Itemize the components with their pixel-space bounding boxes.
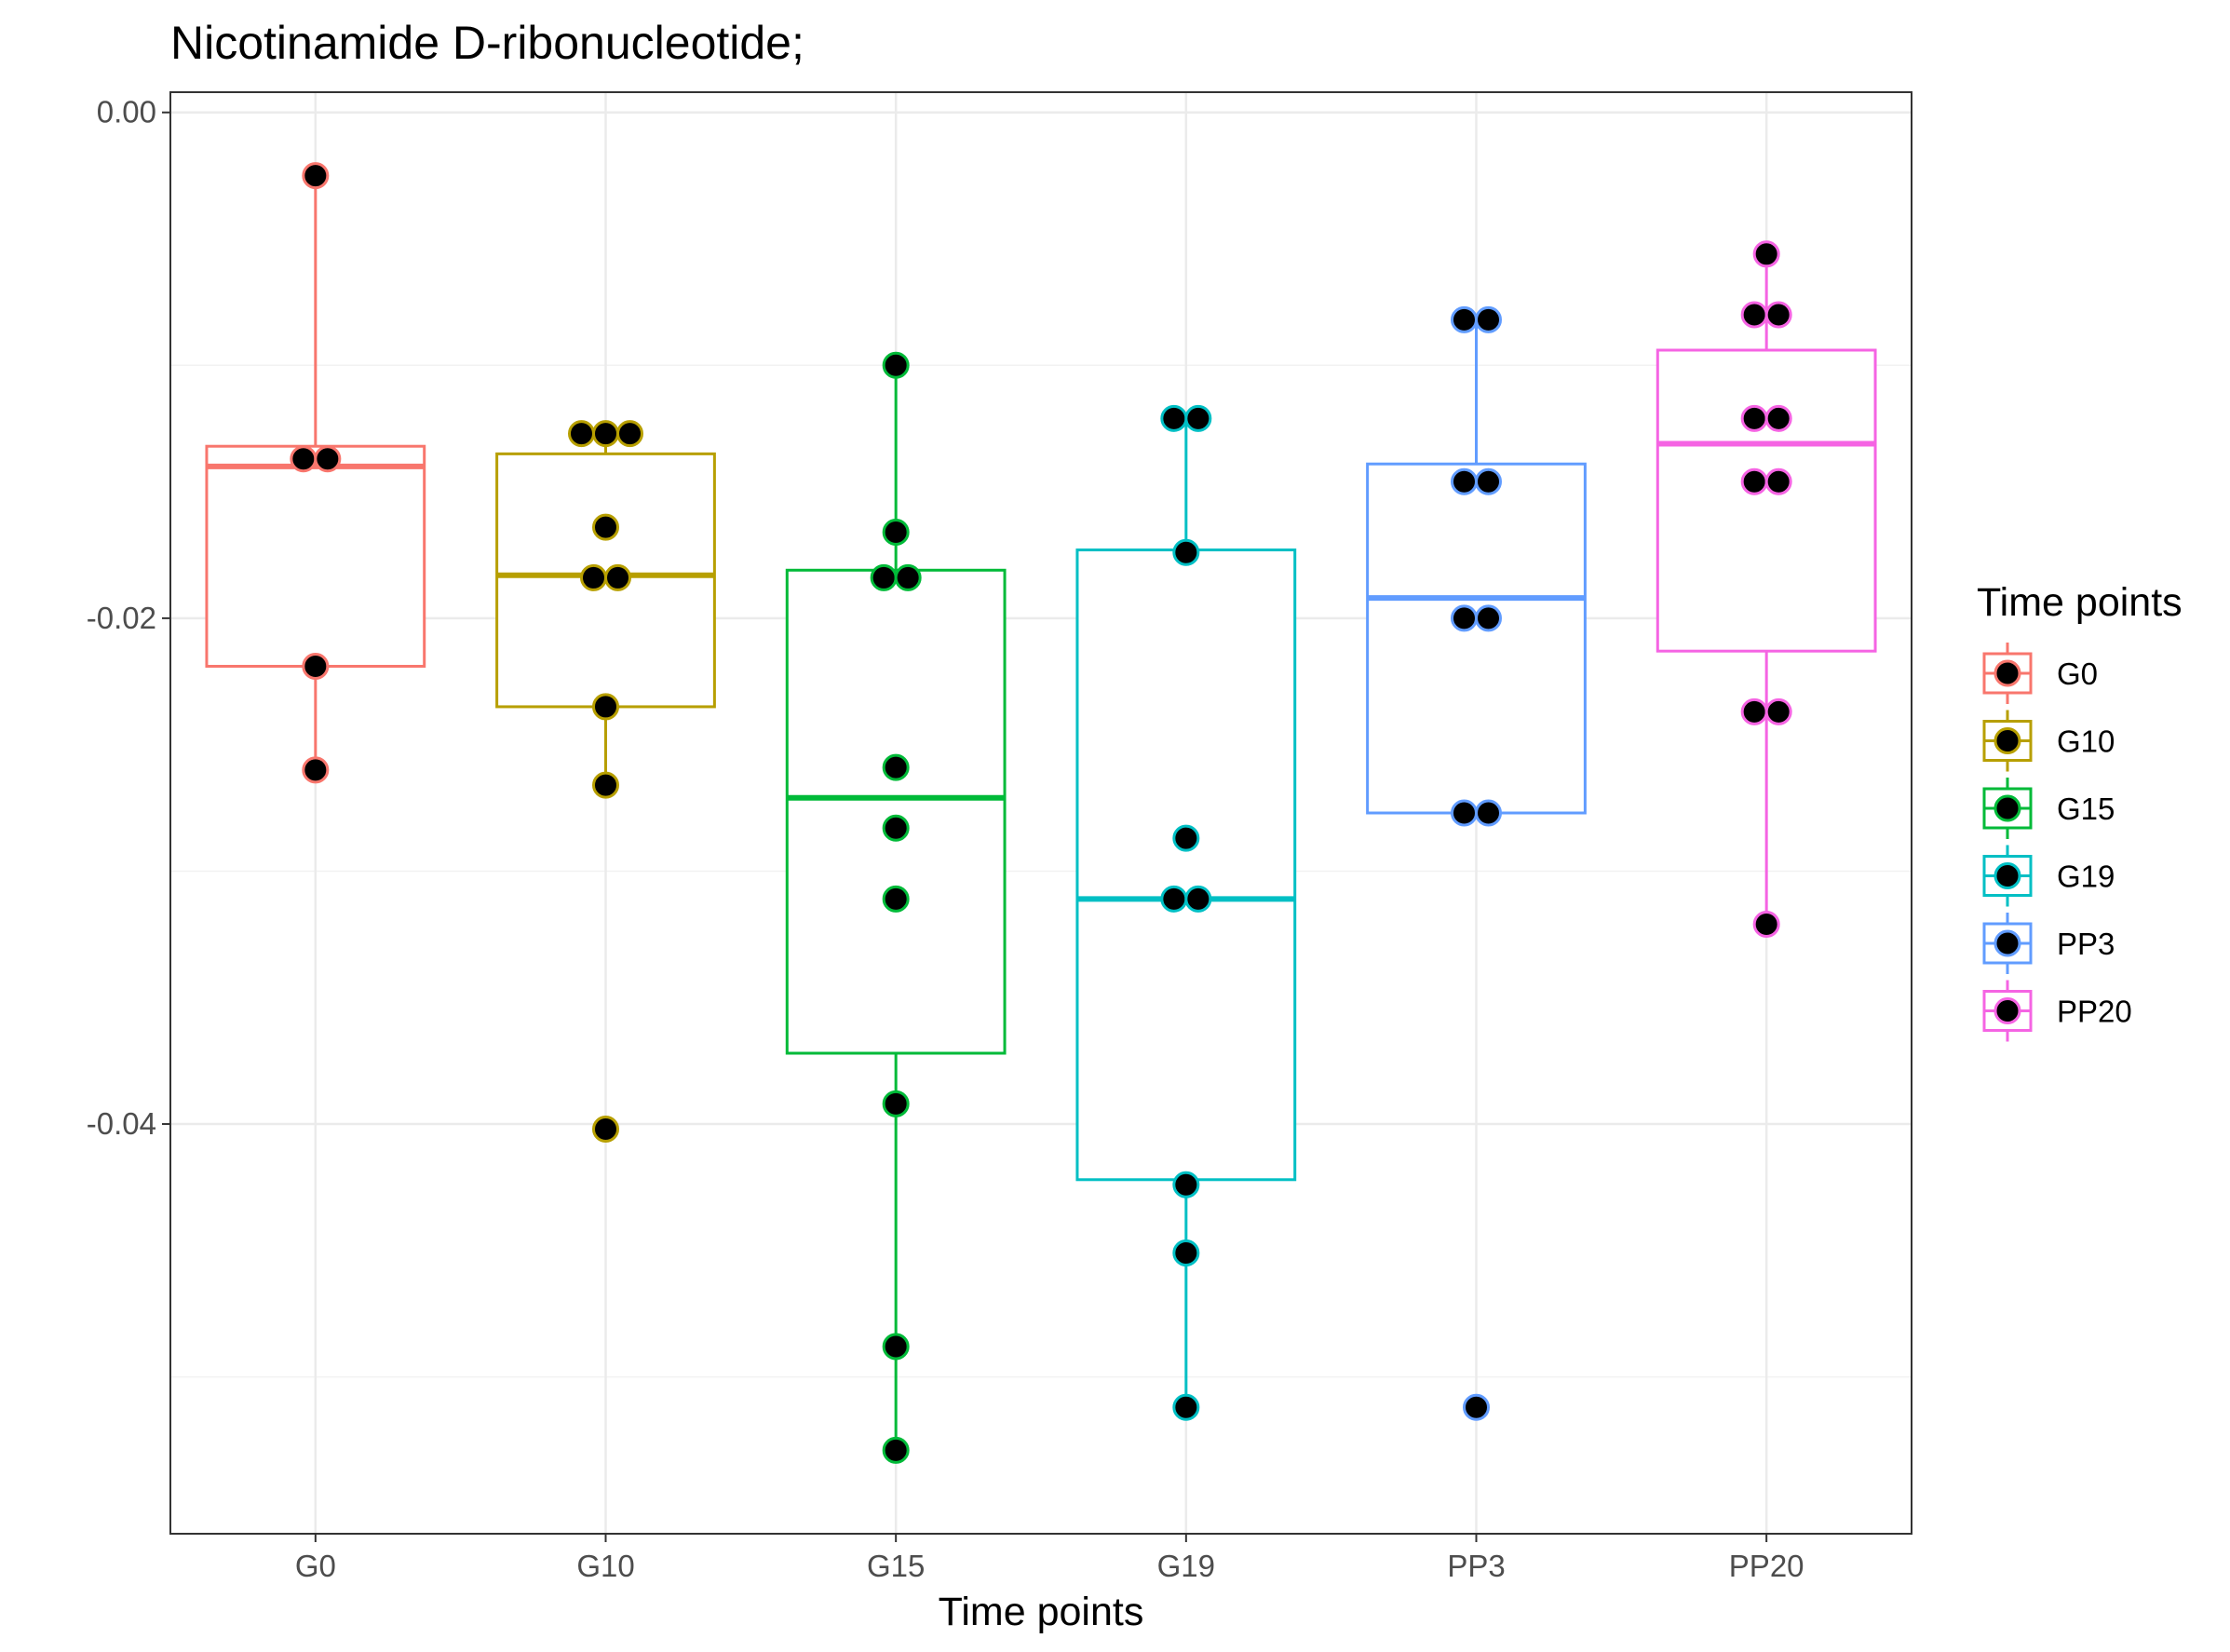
data-point-pp20: [1764, 467, 1792, 495]
legend-item-pp3: PP3: [1982, 913, 2115, 974]
data-point-g0: [302, 756, 330, 784]
legend-key-point: [1993, 659, 2021, 687]
interquartile-box: [1656, 348, 1877, 653]
data-point-pp20: [1752, 910, 1780, 938]
data-points: [290, 162, 1792, 1464]
legend-key-point: [1993, 997, 2021, 1024]
legend-key-point: [1993, 862, 2021, 889]
data-point-g10: [592, 420, 619, 448]
legend-key-point: [1993, 727, 2021, 754]
box-pp3: [1366, 319, 1587, 815]
legend-key-point: [1993, 794, 2021, 822]
legend-label: G0: [2057, 657, 2098, 691]
y-tick-label: -0.02: [87, 601, 156, 635]
data-point-g10: [592, 1115, 619, 1143]
data-point-g10: [604, 563, 631, 591]
data-point-pp20: [1764, 697, 1792, 725]
interquartile-box: [1075, 548, 1297, 1182]
data-point-g10: [616, 420, 643, 448]
data-point-g15: [882, 519, 910, 547]
box-g15: [785, 365, 1007, 1451]
data-point-g19: [1172, 538, 1200, 566]
data-point-g15: [882, 814, 910, 842]
data-point-g15: [870, 563, 898, 591]
data-point-pp3: [1451, 467, 1478, 495]
data-point-g19: [1172, 1393, 1200, 1421]
data-point-g10: [592, 771, 619, 799]
x-tick-label: G15: [867, 1549, 925, 1583]
data-point-g15: [894, 563, 922, 591]
legend-key-point: [1993, 929, 2021, 957]
data-point-g15: [882, 885, 910, 913]
data-point-pp20: [1764, 404, 1792, 432]
interquartile-box: [205, 444, 426, 668]
data-point-g15: [882, 1436, 910, 1464]
data-point-pp20: [1740, 467, 1768, 495]
legend-item-g19: G19: [1982, 845, 2115, 907]
box-pp20: [1656, 253, 1877, 925]
data-point-g19: [1160, 885, 1188, 913]
data-point-pp20: [1752, 240, 1780, 268]
legend-title: Time points: [1977, 580, 2183, 625]
data-point-g0: [290, 445, 318, 473]
chart-title: Nicotinamide D-ribonucleotide;: [170, 17, 804, 69]
data-point-g0: [302, 162, 330, 190]
legend-label: PP3: [2057, 927, 2115, 961]
data-point-pp20: [1740, 697, 1768, 725]
data-point-pp3: [1451, 305, 1478, 333]
data-point-pp3: [1463, 1393, 1490, 1421]
data-point-g19: [1172, 1171, 1200, 1198]
legend: Time points G0 G10 G15 G19 PP3 PP20: [1977, 580, 2183, 1042]
data-point-g10: [592, 513, 619, 541]
data-point-pp3: [1475, 799, 1502, 827]
plot-background: [170, 92, 1912, 1534]
legend-label: G19: [2057, 860, 2115, 894]
data-point-g19: [1184, 404, 1212, 432]
legend-label: PP20: [2057, 995, 2132, 1029]
legend-item-g0: G0: [1982, 643, 2098, 704]
data-point-g15: [882, 351, 910, 379]
data-point-pp3: [1451, 799, 1478, 827]
interquartile-box: [785, 568, 1007, 1055]
data-point-g10: [568, 420, 595, 448]
legend-item-g10: G10: [1982, 710, 2115, 772]
interquartile-box: [1366, 462, 1587, 815]
x-tick-label: PP20: [1729, 1549, 1804, 1583]
x-axis-title: Time points: [939, 1590, 1144, 1634]
x-tick-label: PP3: [1447, 1549, 1505, 1583]
legend-item-g15: G15: [1982, 778, 2115, 839]
data-point-g19: [1172, 824, 1200, 852]
plot-panel-border: [169, 91, 1912, 1535]
legend-item-pp20: PP20: [1982, 980, 2132, 1042]
y-tick-label: 0.00: [97, 95, 156, 129]
data-point-pp3: [1475, 467, 1502, 495]
x-tick-label: G19: [1157, 1549, 1215, 1583]
data-point-pp3: [1475, 305, 1502, 333]
data-point-g15: [882, 1333, 910, 1361]
box-g19: [1075, 418, 1297, 1408]
data-point-pp3: [1451, 604, 1478, 632]
data-point-pp20: [1764, 301, 1792, 329]
data-point-g19: [1160, 404, 1188, 432]
data-point-g15: [882, 1090, 910, 1117]
data-point-g19: [1172, 1239, 1200, 1267]
data-point-pp3: [1475, 604, 1502, 632]
data-point-g19: [1184, 885, 1212, 913]
legend-label: G10: [2057, 724, 2115, 759]
box-g0: [205, 175, 426, 770]
data-point-g10: [580, 563, 607, 591]
x-tick-label: G0: [295, 1549, 336, 1583]
legend-label: G15: [2057, 792, 2115, 826]
axes: 0.00 -0.02 -0.04 G0 G10 G15 G19 PP3 PP20: [87, 95, 1804, 1583]
data-point-g0: [314, 445, 342, 473]
y-tick-label: -0.04: [87, 1106, 156, 1141]
data-point-pp20: [1740, 404, 1768, 432]
data-point-g15: [882, 753, 910, 781]
data-point-g10: [592, 693, 619, 721]
data-point-pp20: [1740, 301, 1768, 329]
data-point-g0: [302, 652, 330, 680]
x-tick-label: G10: [576, 1549, 634, 1583]
